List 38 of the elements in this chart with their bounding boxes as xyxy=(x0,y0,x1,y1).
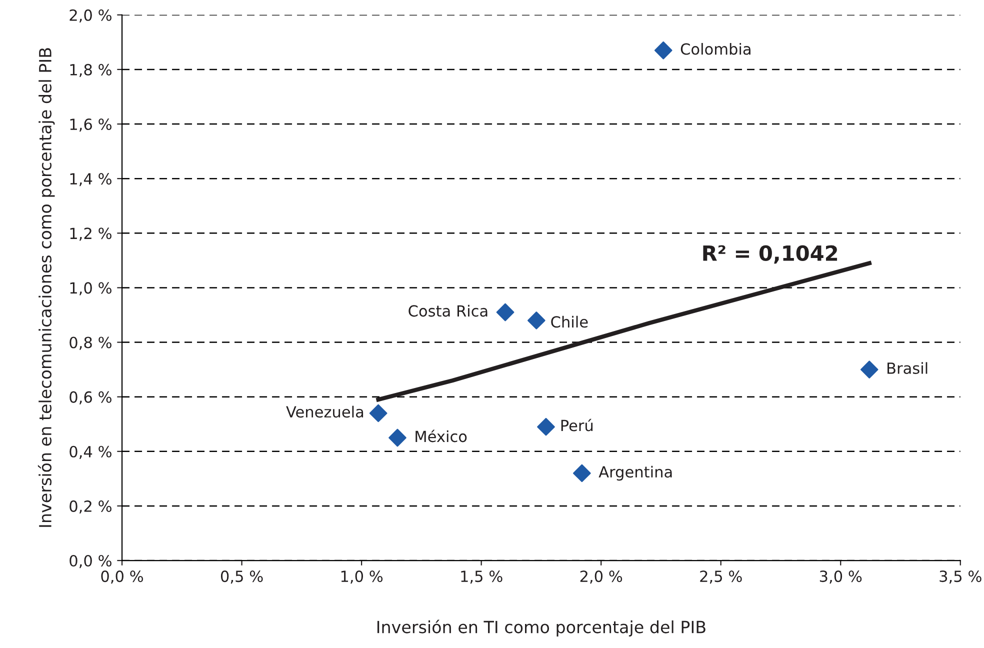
x-axis-title: Inversión en TI como porcentaje del PIB xyxy=(377,620,706,637)
x-tick-label: 2,0 % xyxy=(580,570,622,584)
annotation: Argentina xyxy=(598,466,672,481)
x-tick-label: 2,5 % xyxy=(700,570,742,584)
point xyxy=(860,360,878,378)
point xyxy=(388,428,406,447)
x-tick-label: 1,5 % xyxy=(461,570,502,584)
y-tick-label: 1,2 % xyxy=(70,228,112,241)
annotation: Costa Rica xyxy=(408,304,488,317)
x-tick-label: 3,5 % xyxy=(940,570,982,584)
point xyxy=(369,404,388,422)
point xyxy=(528,312,546,330)
y-tick-label: 1,6 % xyxy=(70,118,112,132)
point xyxy=(573,464,591,482)
point xyxy=(496,303,514,322)
x-tick-label: 1,0 % xyxy=(341,570,383,584)
annotation: Perú xyxy=(561,418,593,432)
y-tick-label: 1,8 % xyxy=(70,64,112,78)
y-tick-label: 1,4 % xyxy=(70,173,112,186)
point xyxy=(537,418,555,436)
y-tick-label: 2,0 % xyxy=(70,9,112,22)
y-tick-label: 0,6 % xyxy=(70,391,112,404)
annotation: Colombia xyxy=(680,42,750,55)
y-tick-label: 1,0 % xyxy=(70,282,112,296)
annotation: Brasil xyxy=(888,362,928,374)
x-tick-label: 0,0 % xyxy=(101,570,144,584)
annotation: Venezuela xyxy=(286,406,364,418)
y-tick-label: 0,4 % xyxy=(70,446,112,459)
y-tick-label: 0,2 % xyxy=(70,500,112,514)
annotation: R² = 0,1042 xyxy=(703,245,838,264)
x-tick-label: 3,0 % xyxy=(820,570,862,584)
point xyxy=(654,41,672,60)
y-axis-title: Inversión en telecomunicaciones como porcentaje del PIB xyxy=(38,48,55,527)
x-tick-label: 0,5 % xyxy=(220,570,263,584)
y-tick-label: 0,8 % xyxy=(70,336,112,350)
annotation: México xyxy=(416,430,467,442)
y-tick-label: 0,0 % xyxy=(70,554,112,568)
annotation: Chile xyxy=(551,316,588,328)
